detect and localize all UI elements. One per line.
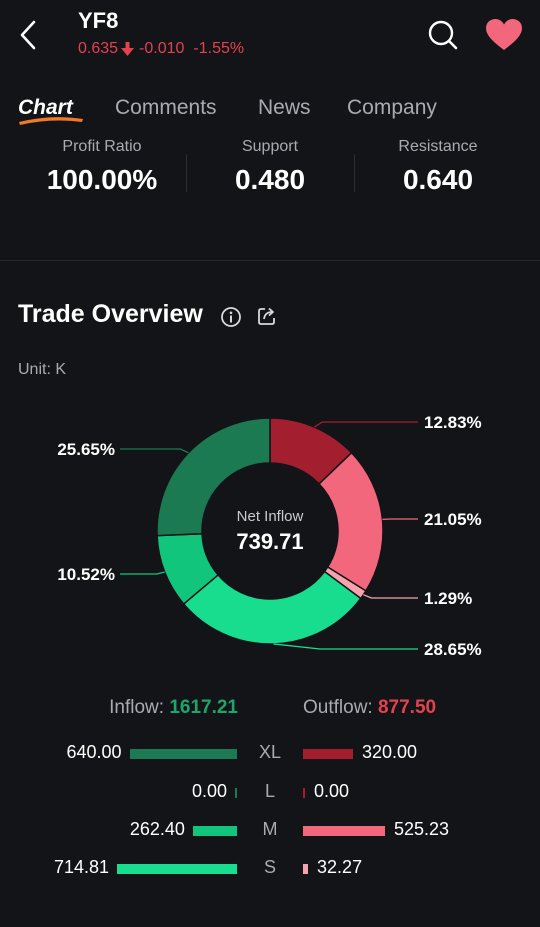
inflow-label: Inflow: (109, 697, 165, 718)
support-value: 0.480 (234, 164, 306, 195)
inflow-amount: 0.00 (191, 781, 227, 801)
inflow-bar (129, 749, 237, 759)
search-button[interactable] (426, 18, 460, 52)
profit-ratio-value: 100.00% (46, 164, 158, 195)
share-icon[interactable] (256, 305, 278, 327)
inflow-bar (117, 864, 237, 874)
order-size-label: S (263, 857, 276, 877)
ticker-symbol: YF8 (78, 8, 119, 33)
tab-active-underline (19, 117, 83, 125)
outflow-bar (303, 788, 305, 798)
price-quote: 0.635 -0.010 -1.55% (78, 40, 244, 58)
donut-slice (182, 570, 362, 645)
price-change-percent: -1.55% (193, 40, 245, 57)
donut-leader-line (313, 421, 418, 428)
favorite-button[interactable] (484, 17, 524, 53)
tab-company[interactable]: Company (347, 96, 437, 119)
info-icon[interactable] (220, 306, 242, 328)
donut-slice-label: 10.52% (57, 565, 115, 584)
donut-leader-line (120, 571, 165, 575)
donut-slice-label: 1.29% (424, 589, 472, 608)
donut-slice-label: 21.05% (424, 510, 482, 529)
price-change: -0.010 (139, 40, 185, 57)
donut-center-label: Net Inflow (237, 508, 304, 525)
outflow-total: Outflow: 877.50 (303, 697, 436, 719)
donut-slice-label: 28.65% (424, 640, 482, 659)
donut-leader-line (120, 448, 189, 454)
order-size-label: L (264, 781, 275, 801)
resistance-value: 0.640 (402, 164, 474, 195)
tab-comments[interactable]: Comments (115, 96, 217, 119)
order-size-label: M (262, 819, 278, 839)
order-size-label: XL (258, 742, 282, 762)
chevron-left-icon (20, 20, 36, 50)
outflow-amount: 320.00 (361, 742, 418, 762)
outflow-value: 877.50 (377, 697, 437, 718)
outflow-label: Outflow: (303, 697, 373, 718)
inflow-amount: 640.00 (66, 742, 122, 762)
donut-leader-line (273, 643, 418, 650)
donut-center-value: 739.71 (236, 529, 303, 554)
stat-divider (354, 154, 355, 192)
tab-news[interactable]: News (258, 96, 311, 119)
arrow-down-icon (121, 42, 135, 56)
support-label: Support (241, 138, 299, 155)
unit-label: Unit: K (18, 361, 67, 378)
inflow-amount: 714.81 (53, 857, 109, 877)
donut-slice-label: 12.83% (424, 413, 482, 432)
inflow-value: 1617.21 (169, 697, 238, 718)
stat-divider (186, 154, 187, 192)
profit-ratio-label: Profit Ratio (62, 138, 142, 155)
donut-slice-label: 25.65% (57, 440, 115, 459)
inflow-total: Inflow: 1617.21 (0, 697, 238, 719)
outflow-bar (303, 749, 353, 759)
last-price: 0.635 (78, 40, 119, 57)
resistance-label: Resistance (398, 138, 478, 155)
inflow-bar (192, 826, 237, 836)
inflow-amount: 262.40 (129, 819, 185, 839)
net-inflow-donut-chart: 12.83% 21.05% 1.29% 28.65% 10.52% 25.65% Net … (57, 413, 482, 659)
trade-overview-title: Trade Overview (18, 300, 203, 328)
inflow-bar (235, 788, 237, 798)
outflow-bar (303, 864, 309, 874)
outflow-amount: 0.00 (314, 781, 350, 801)
outflow-bar (303, 826, 385, 836)
donut-slice (156, 417, 271, 537)
search-icon (428, 20, 458, 50)
section-divider (0, 260, 540, 261)
heart-icon (486, 19, 522, 50)
donut-leader-line (363, 594, 418, 599)
back-button[interactable] (14, 18, 44, 52)
outflow-amount: 32.27 (317, 857, 363, 877)
outflow-amount: 525.23 (394, 819, 450, 839)
tab-chart[interactable]: Chart (18, 96, 73, 119)
